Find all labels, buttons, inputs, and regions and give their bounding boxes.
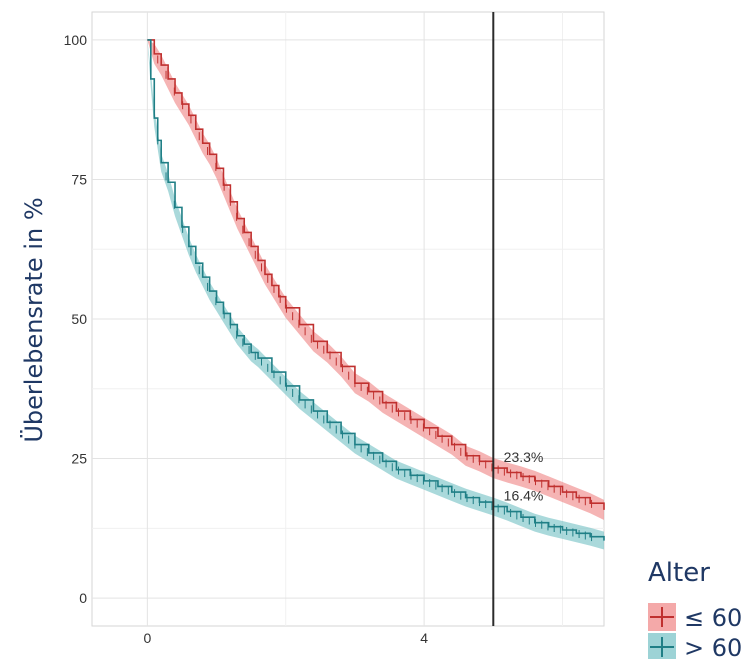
x-tick-label: 4 (420, 630, 428, 646)
y-tick-labels: 0 25 50 75 100 (64, 32, 88, 606)
x-tick-label: 0 (143, 630, 151, 646)
y-tick-label: 75 (71, 171, 87, 187)
y-tick-label: 25 (71, 451, 87, 467)
legend-item-le60: ≤ 60 (648, 603, 742, 632)
legend-item-gt60: > 60 (648, 633, 742, 659)
survival-curves (147, 39, 605, 541)
legend: Alter ≤ 60> 60 (648, 558, 742, 659)
legend-title: Alter (648, 558, 710, 588)
y-tick-label: 0 (79, 590, 87, 606)
y-tick-label: 100 (64, 32, 88, 48)
legend-label: > 60 (684, 634, 742, 659)
y-axis-title: Überlebensrate in % (19, 197, 48, 442)
survival-line-le60 (147, 39, 605, 510)
legend-label: ≤ 60 (684, 604, 742, 632)
annotation-label: 23.3% (504, 449, 544, 465)
y-tick-label: 50 (71, 311, 87, 327)
censor-marks (157, 55, 593, 542)
annotations: 23.3% 16.4% (504, 449, 544, 504)
annotation-label: 16.4% (504, 487, 544, 503)
survival-line-gt60 (147, 39, 605, 541)
